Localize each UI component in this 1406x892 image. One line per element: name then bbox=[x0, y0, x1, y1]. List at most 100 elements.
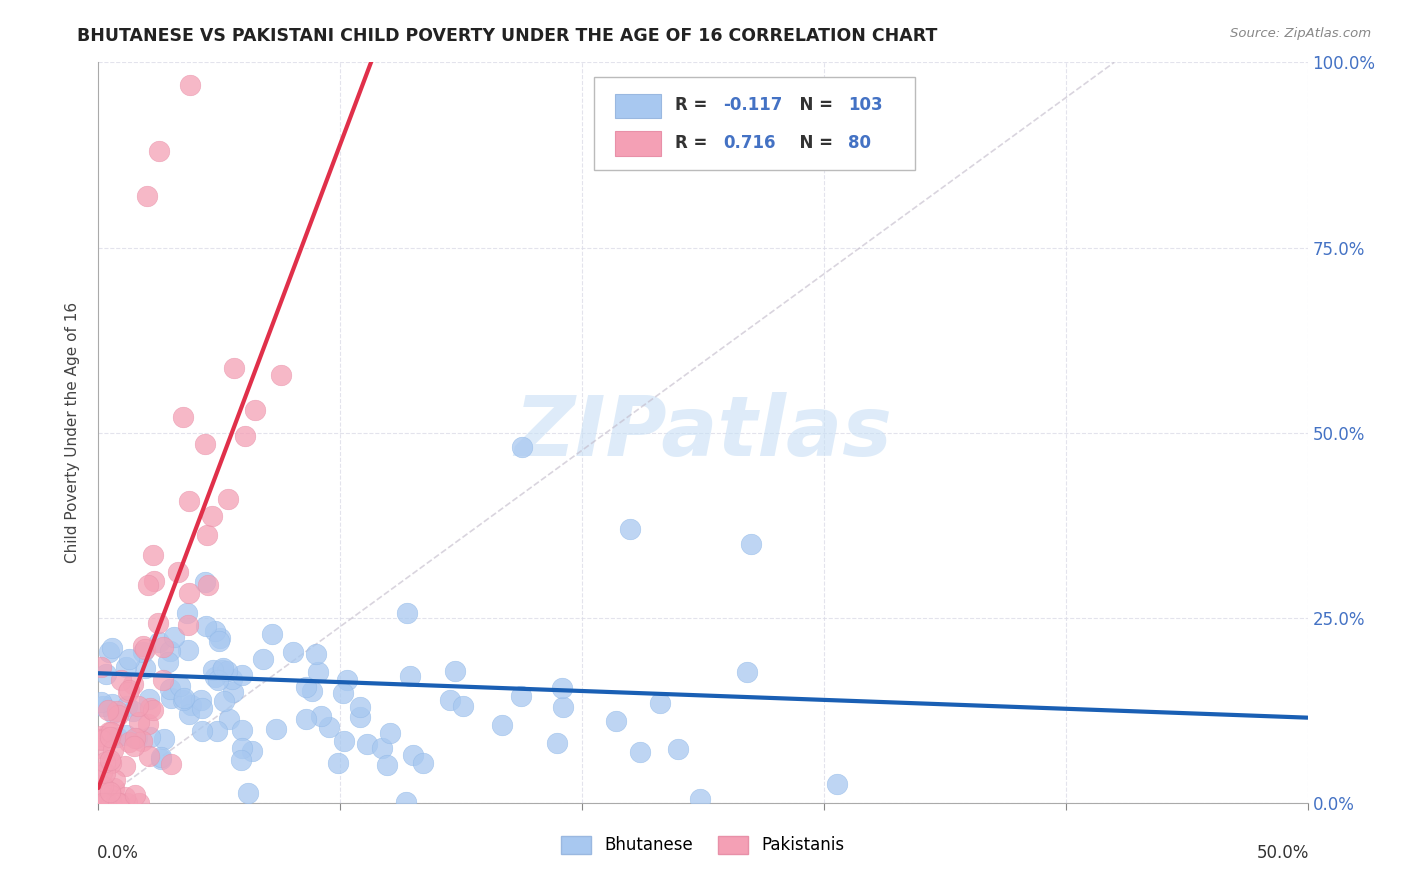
Point bbox=[201, 508, 224, 523]
Point bbox=[90, 765, 112, 780]
Point bbox=[211, 663, 233, 677]
Point bbox=[139, 701, 162, 715]
Point bbox=[136, 578, 159, 592]
Point bbox=[128, 715, 150, 730]
Point bbox=[740, 536, 762, 550]
Point bbox=[117, 682, 139, 697]
Point bbox=[553, 700, 575, 714]
Point bbox=[117, 685, 139, 699]
Point bbox=[336, 673, 359, 687]
Point bbox=[122, 739, 145, 753]
Y-axis label: Child Poverty Under the Age of 16: Child Poverty Under the Age of 16 bbox=[65, 302, 80, 563]
Point bbox=[399, 669, 422, 683]
Point bbox=[115, 796, 138, 810]
Point bbox=[217, 664, 239, 678]
Point bbox=[349, 709, 371, 723]
Point bbox=[115, 660, 138, 674]
Point bbox=[197, 578, 219, 592]
Point bbox=[98, 753, 121, 767]
Point bbox=[152, 673, 174, 687]
Point bbox=[231, 753, 253, 767]
Point bbox=[91, 796, 114, 810]
Text: 0.716: 0.716 bbox=[724, 134, 776, 153]
Point bbox=[305, 647, 328, 661]
Point bbox=[177, 706, 200, 721]
Point bbox=[127, 698, 149, 713]
Point bbox=[177, 585, 200, 599]
Point bbox=[135, 188, 157, 202]
Point bbox=[100, 724, 122, 739]
Point bbox=[735, 665, 758, 680]
Point bbox=[98, 784, 121, 798]
Point bbox=[218, 712, 240, 726]
Point bbox=[202, 663, 225, 677]
Point bbox=[207, 673, 229, 688]
Point bbox=[90, 659, 112, 673]
Point bbox=[207, 724, 229, 739]
Point bbox=[98, 645, 121, 659]
Point bbox=[167, 565, 190, 579]
Point bbox=[264, 722, 287, 736]
Point bbox=[628, 745, 651, 759]
Point bbox=[100, 697, 122, 711]
Point bbox=[132, 645, 155, 659]
Point bbox=[96, 667, 118, 681]
Text: 103: 103 bbox=[848, 96, 883, 114]
Point bbox=[395, 795, 418, 809]
Point bbox=[191, 701, 214, 715]
Point bbox=[204, 624, 226, 638]
Point bbox=[101, 706, 124, 720]
Text: BHUTANESE VS PAKISTANI CHILD POVERTY UNDER THE AGE OF 16 CORRELATION CHART: BHUTANESE VS PAKISTANI CHILD POVERTY UND… bbox=[77, 27, 938, 45]
Point bbox=[163, 631, 186, 645]
Point bbox=[90, 796, 112, 810]
Point bbox=[825, 777, 848, 791]
Point bbox=[97, 703, 120, 717]
Point bbox=[177, 618, 200, 632]
Point bbox=[172, 410, 194, 425]
Point bbox=[90, 778, 112, 792]
Point bbox=[231, 723, 253, 738]
Point bbox=[122, 677, 145, 691]
Text: N =: N = bbox=[787, 134, 838, 153]
Text: 0.0%: 0.0% bbox=[97, 844, 139, 862]
Point bbox=[262, 627, 284, 641]
Point bbox=[114, 759, 136, 773]
Point bbox=[491, 718, 513, 732]
Point bbox=[217, 491, 239, 506]
Point bbox=[90, 796, 112, 810]
Point bbox=[332, 685, 354, 699]
Point bbox=[90, 796, 112, 810]
Point bbox=[301, 684, 323, 698]
Point bbox=[134, 641, 156, 656]
Point bbox=[605, 714, 627, 728]
Point bbox=[169, 679, 191, 693]
Point bbox=[208, 633, 231, 648]
Point bbox=[243, 403, 266, 417]
Point bbox=[90, 729, 112, 743]
Point bbox=[194, 574, 217, 589]
Text: R =: R = bbox=[675, 134, 713, 153]
Point bbox=[100, 756, 122, 770]
Point bbox=[107, 708, 129, 723]
Point bbox=[326, 756, 349, 771]
Point bbox=[153, 731, 176, 746]
Point bbox=[114, 728, 136, 742]
Point bbox=[108, 796, 131, 810]
Text: Source: ZipAtlas.com: Source: ZipAtlas.com bbox=[1230, 27, 1371, 40]
Point bbox=[318, 720, 340, 734]
Point bbox=[90, 732, 112, 747]
Point bbox=[172, 693, 194, 707]
Text: 50.0%: 50.0% bbox=[1257, 844, 1309, 862]
Point bbox=[152, 640, 174, 654]
Point bbox=[309, 709, 332, 723]
Point bbox=[122, 704, 145, 718]
Point bbox=[104, 772, 127, 787]
Point bbox=[222, 684, 245, 698]
FancyBboxPatch shape bbox=[614, 94, 661, 118]
Point bbox=[100, 788, 122, 802]
Point bbox=[204, 670, 226, 684]
Point bbox=[231, 668, 253, 682]
Point bbox=[105, 704, 128, 718]
Point bbox=[94, 766, 117, 780]
Point bbox=[101, 640, 124, 655]
